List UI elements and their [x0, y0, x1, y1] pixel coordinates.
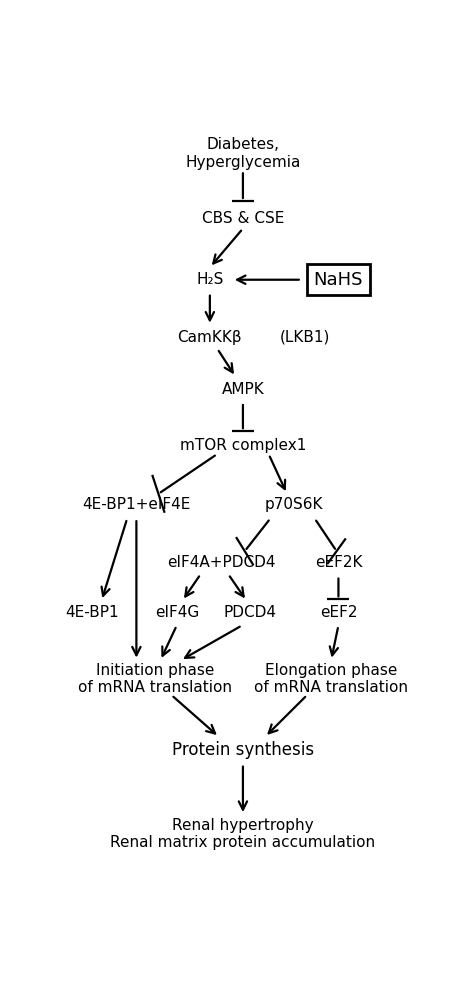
Text: Initiation phase
of mRNA translation: Initiation phase of mRNA translation	[78, 662, 232, 695]
Text: AMPK: AMPK	[221, 381, 264, 396]
Text: CBS & CSE: CBS & CSE	[202, 212, 284, 226]
Text: eIF4G: eIF4G	[155, 605, 199, 620]
Text: Elongation phase
of mRNA translation: Elongation phase of mRNA translation	[254, 662, 408, 695]
Text: CamKKβ: CamKKβ	[178, 330, 242, 345]
Text: Diabetes,
Hyperglycemia: Diabetes, Hyperglycemia	[185, 137, 301, 170]
Text: eEF2K: eEF2K	[315, 555, 362, 570]
Text: (LKB1): (LKB1)	[280, 330, 330, 345]
Text: eEF2: eEF2	[319, 605, 357, 620]
Text: H₂S: H₂S	[196, 272, 224, 287]
Text: mTOR complex1: mTOR complex1	[180, 438, 306, 453]
Text: 4E-BP1: 4E-BP1	[65, 605, 119, 620]
Text: Renal hypertrophy
Renal matrix protein accumulation: Renal hypertrophy Renal matrix protein a…	[110, 818, 375, 850]
Text: PDCD4: PDCD4	[224, 605, 277, 620]
Text: p70S6K: p70S6K	[265, 497, 324, 512]
Text: eIF4A+PDCD4: eIF4A+PDCD4	[167, 555, 275, 570]
Text: 4E-BP1+eIF4E: 4E-BP1+eIF4E	[82, 497, 191, 512]
Text: NaHS: NaHS	[314, 271, 363, 289]
Text: Protein synthesis: Protein synthesis	[172, 741, 314, 759]
